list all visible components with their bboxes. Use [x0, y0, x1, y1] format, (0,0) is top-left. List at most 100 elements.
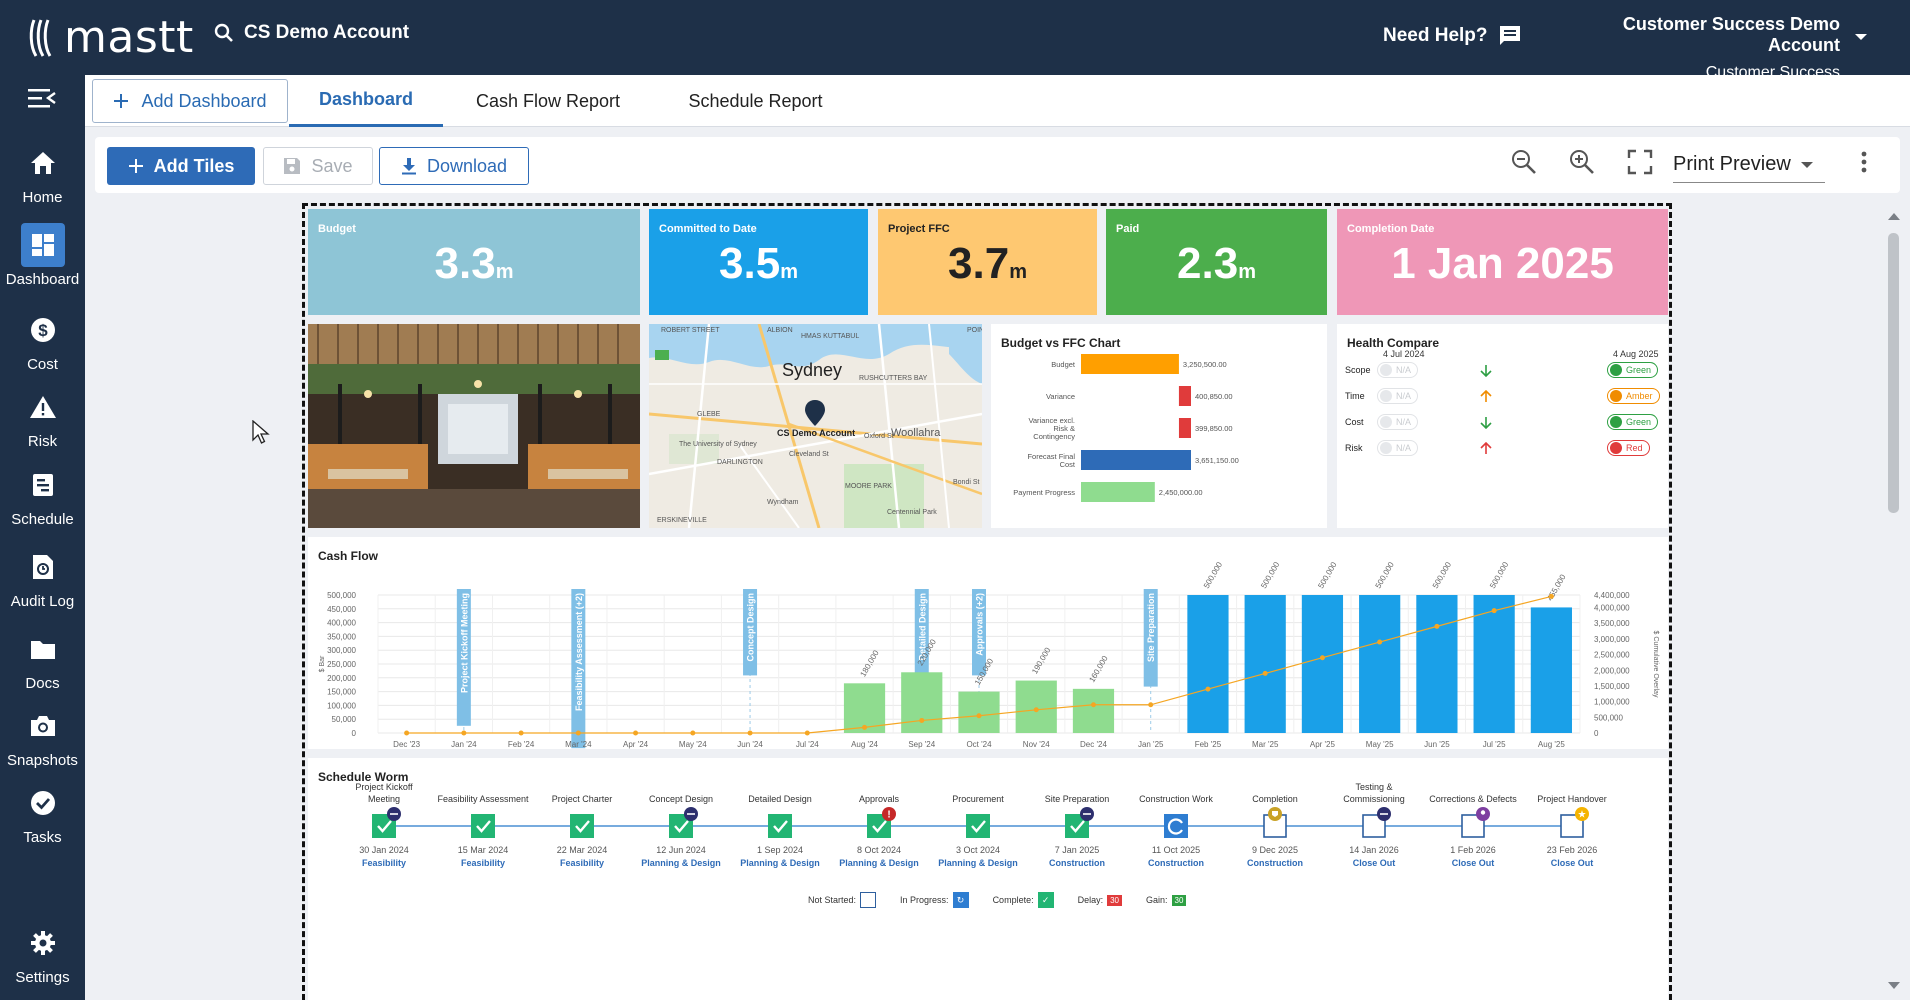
cumulative-point[interactable]	[1262, 670, 1268, 676]
cumulative-point[interactable]	[461, 730, 467, 736]
milestone-phase-link[interactable]: Feasibility	[560, 858, 604, 868]
cash-flow-bar[interactable]	[1301, 595, 1344, 733]
cumulative-point[interactable]	[633, 730, 639, 736]
location-map-tile[interactable]: ROBERT STREET ALBION HMAS KUTTABUL POIN RUSH…	[649, 324, 982, 528]
milestone-phase-link[interactable]: Close Out	[1551, 858, 1594, 868]
milestone-flag[interactable]	[972, 589, 986, 676]
cumulative-point[interactable]	[1548, 593, 1554, 599]
view-mode-select[interactable]: Print Preview	[1673, 147, 1825, 183]
kpi-tile-committed[interactable]: Committed to Date 3.5m	[649, 209, 868, 315]
milestone-phase-link[interactable]: Planning & Design	[641, 858, 721, 868]
cumulative-point[interactable]	[747, 730, 753, 736]
cash-flow-bar[interactable]	[1530, 607, 1572, 733]
cumulative-point[interactable]	[1377, 639, 1383, 645]
cash-flow-tile[interactable]: Cash Flow 0 50,000 100,000 150,000 200,000 25…	[308, 537, 1668, 749]
cash-flow-bar[interactable]	[901, 672, 943, 733]
milestone-flag[interactable]	[914, 589, 929, 681]
milestone-flag[interactable]	[1143, 589, 1158, 687]
scroll-up-icon[interactable]	[1882, 209, 1906, 223]
bar[interactable]	[1081, 450, 1191, 470]
cumulative-point[interactable]	[690, 730, 696, 736]
milestone-phase-link[interactable]: Construction	[1247, 858, 1303, 868]
sidebar-item-dashboard[interactable]: Dashboard	[0, 223, 85, 295]
schedule-worm-tile[interactable]: Schedule Worm Project Kickoff Meeting 30 J…	[308, 758, 1668, 1000]
cumulative-point[interactable]	[575, 730, 581, 736]
sidebar-item-audit-log[interactable]: Audit Log	[0, 545, 85, 617]
cumulative-point[interactable]	[518, 730, 524, 736]
budget-vs-ffc-tile[interactable]: Budget vs FFC Chart Budget 3,250,500.00 Va…	[991, 324, 1327, 528]
milestone-phase-link[interactable]: Construction	[1049, 858, 1105, 868]
kpi-tile-project-ffc[interactable]: Project FFC 3.7m	[878, 209, 1097, 315]
sidebar-item-cost[interactable]: $ Cost	[0, 308, 85, 380]
milestone-flag[interactable]	[571, 589, 586, 749]
cumulative-point[interactable]	[1434, 623, 1440, 629]
cash-flow-bar[interactable]	[1416, 595, 1458, 733]
tab-schedule-report[interactable]: Schedule Report	[688, 90, 823, 111]
sidebar-item-home[interactable]: Home	[0, 141, 85, 213]
cash-flow-bar[interactable]	[843, 683, 886, 733]
milestone-phase-link[interactable]: Close Out	[1452, 858, 1495, 868]
milestone-flag[interactable]	[456, 589, 471, 726]
kpi-tile-budget[interactable]: Budget 3.3m	[308, 209, 640, 315]
cash-flow-bar[interactable]	[1072, 688, 1115, 733]
project-selector[interactable]: CS Demo Account	[214, 22, 409, 44]
tab-cash-flow-report[interactable]: Cash Flow Report	[475, 90, 621, 111]
cumulative-point[interactable]	[1090, 702, 1096, 708]
health-compare-tile[interactable]: Health Compare 4 Jul 2024 4 Aug 2025 Sco…	[1337, 324, 1668, 528]
status-complete-icon[interactable]	[570, 814, 594, 838]
cumulative-point[interactable]	[862, 724, 868, 730]
cumulative-point[interactable]	[1319, 655, 1325, 661]
sidebar-item-settings[interactable]: Settings	[0, 921, 85, 993]
cash-flow-bar[interactable]	[1244, 595, 1286, 733]
cumulative-point[interactable]	[1033, 707, 1039, 713]
status-not-started-icon[interactable]	[1560, 814, 1584, 838]
cash-flow-bar[interactable]	[958, 691, 1000, 733]
milestone-phase-link[interactable]: Planning & Design	[938, 858, 1018, 868]
bar[interactable]	[1178, 418, 1191, 438]
download-button[interactable]: Download	[379, 147, 529, 185]
sidebar-item-risk[interactable]: Risk	[0, 385, 85, 457]
scroll-thumb[interactable]	[1888, 233, 1899, 513]
status-complete-icon[interactable]	[966, 814, 990, 838]
cumulative-point[interactable]	[1148, 702, 1154, 708]
location-map[interactable]: ROBERT STREET ALBION HMAS KUTTABUL POIN RUSH…	[649, 324, 982, 528]
bar[interactable]	[1081, 354, 1179, 374]
milestone-phase-link[interactable]: Feasibility	[461, 858, 505, 868]
account-menu[interactable]: Customer Success Demo Account Customer S…	[1558, 14, 1840, 82]
sidebar-item-snapshots[interactable]: Snapshots	[0, 704, 85, 776]
cumulative-point[interactable]	[804, 730, 810, 736]
milestone-phase-link[interactable]: Planning & Design	[740, 858, 820, 868]
cash-flow-bar[interactable]	[1015, 680, 1057, 733]
sidebar-item-tasks[interactable]: Tasks	[0, 781, 85, 853]
milestone-phase-link[interactable]: Construction	[1148, 858, 1204, 868]
status-complete-icon[interactable]	[768, 814, 792, 838]
milestone-phase-link[interactable]: Feasibility	[362, 858, 406, 868]
sidebar-item-schedule[interactable]: Schedule	[0, 463, 85, 535]
bar[interactable]	[1178, 386, 1191, 406]
tab-dashboard[interactable]: Dashboard	[289, 75, 443, 127]
milestone-phase-link[interactable]: Close Out	[1353, 858, 1396, 868]
menu-collapse-icon[interactable]	[28, 87, 56, 109]
cash-flow-bar[interactable]	[1473, 595, 1515, 733]
scroll-down-icon[interactable]	[1882, 979, 1906, 993]
bar[interactable]	[1081, 482, 1155, 502]
sidebar-item-docs[interactable]: Docs	[0, 627, 85, 699]
help-button[interactable]: Need Help?	[1383, 24, 1522, 48]
caret-down-icon[interactable]	[1854, 32, 1868, 42]
cash-flow-bar[interactable]	[1359, 595, 1401, 733]
vertical-scrollbar[interactable]	[1882, 203, 1906, 1000]
cumulative-point[interactable]	[976, 713, 982, 719]
milestone-phase-link[interactable]: Planning & Design	[839, 858, 919, 868]
zoom-in-icon[interactable]	[1569, 149, 1595, 175]
cumulative-point[interactable]	[919, 717, 925, 723]
cumulative-point[interactable]	[1491, 608, 1497, 614]
add-tiles-button[interactable]: Add Tiles	[107, 147, 255, 185]
project-photo-tile[interactable]	[308, 324, 640, 528]
cash-flow-bar[interactable]	[1187, 595, 1229, 733]
cumulative-point[interactable]	[404, 730, 410, 736]
kpi-tile-completion-date[interactable]: Completion Date 1 Jan 2025	[1337, 209, 1668, 315]
mastt-logo[interactable]: mastt	[28, 10, 194, 65]
map-pin-icon[interactable]	[805, 400, 825, 426]
status-complete-icon[interactable]	[471, 814, 495, 838]
milestone-flag[interactable]	[743, 589, 758, 676]
